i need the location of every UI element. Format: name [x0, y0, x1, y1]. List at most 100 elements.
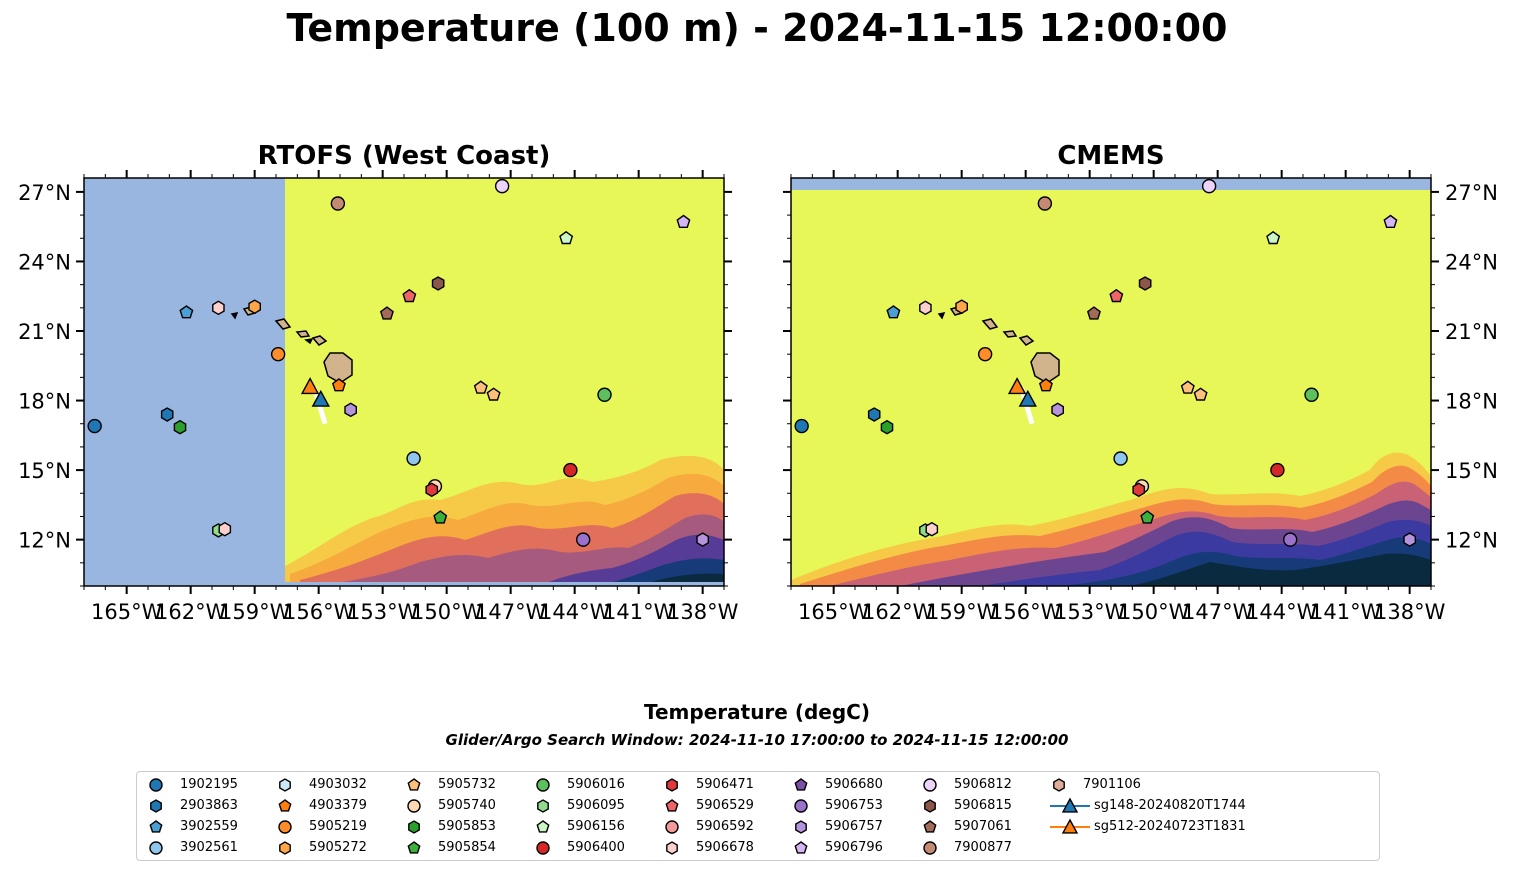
float-marker-5906757	[696, 532, 709, 547]
legend-marker	[1050, 797, 1090, 813]
float-marker-5905732	[1180, 380, 1195, 394]
float-marker-2903863	[160, 407, 174, 422]
legend-label: 4903032	[309, 777, 367, 792]
legend-marker	[1050, 818, 1090, 834]
float-marker-5907061	[379, 306, 394, 320]
lon-tick-label: 159°W	[219, 600, 291, 624]
legend-label: 3902561	[180, 840, 238, 855]
lon-tick-label: 138°W	[1374, 600, 1446, 624]
no-data-region	[84, 178, 285, 586]
legend-marker	[407, 778, 421, 791]
lon-tick-label: 153°W	[347, 600, 419, 624]
legend-marker	[407, 799, 421, 813]
float-marker-5905272	[955, 299, 968, 315]
lat-tick-label: 18°N	[18, 390, 71, 414]
legend-marker-shape	[1061, 797, 1079, 813]
lat-tick-label: 15°N	[1445, 459, 1498, 483]
legend-marker-shape	[923, 820, 937, 833]
lon-tick-label: 150°W	[1118, 600, 1190, 624]
lat-tick-label: 21°N	[18, 320, 71, 344]
float-marker-5906016	[1304, 387, 1319, 402]
legend-marker	[666, 778, 678, 792]
legend-label: 5905854	[438, 840, 496, 855]
legend-marker	[279, 778, 291, 792]
legend-label: 5907061	[954, 819, 1012, 834]
search-window-text: Glider/Argo Search Window: 2024-11-10 17…	[445, 731, 1069, 749]
float-marker-5906812	[494, 178, 510, 194]
lon-tick-label: 156°W	[283, 600, 355, 624]
legend: 1902195 2903863 3902559 3902561 4903032 49033…	[136, 771, 1380, 861]
lat-tick-label: 21°N	[1445, 320, 1498, 344]
float-marker-4903379	[1038, 378, 1053, 392]
legend-marker-shape	[794, 778, 808, 791]
legend-marker-shape	[537, 799, 549, 813]
legend-marker-shape	[279, 778, 291, 792]
cold-water-contours	[791, 452, 1431, 586]
legend-marker	[279, 841, 291, 855]
legend-marker-shape	[149, 841, 163, 855]
legend-label: 7900877	[954, 840, 1012, 855]
legend-label: 2903863	[180, 798, 238, 813]
legend-marker-shape	[278, 799, 292, 812]
lon-tick-label: 144°W	[539, 600, 611, 624]
float-marker-5906753	[1282, 532, 1298, 547]
legend-label: 5906678	[696, 840, 754, 855]
float-marker-2903863	[867, 407, 881, 422]
float-marker-5906757	[344, 402, 357, 418]
lon-tick-label: 138°W	[667, 600, 739, 624]
legend-label: 5906156	[567, 819, 625, 834]
legend-marker-shape	[536, 820, 550, 833]
float-marker-5906812	[1201, 178, 1217, 194]
no-data-strip	[791, 178, 1431, 190]
float-marker-5906757	[1051, 402, 1064, 418]
float-marker-5906400	[563, 462, 578, 478]
legend-marker-shape	[150, 799, 162, 813]
float-marker-5906678	[919, 300, 932, 316]
map-figure: 165°W162°W159°W156°W153°W150°W147°W144°W…	[18, 170, 1498, 624]
legend-marker	[795, 820, 807, 834]
legend-label: 5906592	[696, 819, 754, 834]
legend-label: 5906095	[567, 798, 625, 813]
float-marker-5905732	[486, 387, 501, 401]
float-marker-5906400	[1270, 462, 1285, 478]
float-marker-4903379	[331, 378, 346, 392]
float-marker-5906796	[1383, 214, 1398, 228]
legend-marker	[278, 820, 292, 834]
legend-marker	[665, 799, 679, 812]
float-marker-5906529	[402, 288, 417, 303]
lat-tick-label: 27°N	[18, 181, 71, 205]
float-marker-5907061	[1086, 306, 1101, 320]
float-marker-5906156	[1266, 230, 1281, 245]
legend-label: 5906812	[954, 777, 1012, 792]
legend-marker-shape	[536, 778, 550, 792]
legend-marker	[536, 778, 550, 792]
float-marker-5906156	[559, 230, 574, 245]
legend-marker-shape	[665, 799, 679, 812]
legend-marker-shape	[407, 841, 421, 854]
glider-marker	[300, 377, 320, 395]
legend-marker-shape	[279, 841, 291, 855]
legend-marker	[924, 799, 936, 813]
legend-marker-shape	[794, 841, 808, 854]
panel-title-cmems: CMEMS	[1057, 141, 1165, 171]
lon-tick-label: 147°W	[1182, 600, 1254, 624]
float-marker-5906815	[1138, 276, 1152, 291]
float-marker-3902559	[179, 305, 194, 319]
legend-marker	[149, 841, 163, 855]
legend-marker-shape	[923, 778, 937, 792]
panel-title-rtofs: RTOFS (West Coast)	[257, 141, 551, 171]
legend-label: 4903379	[309, 798, 367, 813]
legend-marker	[408, 820, 420, 834]
lon-tick-label: 144°W	[1246, 600, 1318, 624]
legend-label: 5906815	[954, 798, 1012, 813]
legend-label: 5906400	[567, 840, 625, 855]
float-marker-5906678	[925, 521, 939, 537]
float-marker-7900877	[330, 196, 346, 211]
legend-label: 5905272	[309, 840, 367, 855]
lon-tick-label: 141°W	[1310, 600, 1382, 624]
float-marker-5906471	[1132, 482, 1146, 498]
legend-marker-shape	[408, 820, 420, 834]
lon-tick-label: 153°W	[1054, 600, 1126, 624]
legend-marker	[407, 841, 421, 854]
float-marker-5905219	[977, 346, 993, 362]
